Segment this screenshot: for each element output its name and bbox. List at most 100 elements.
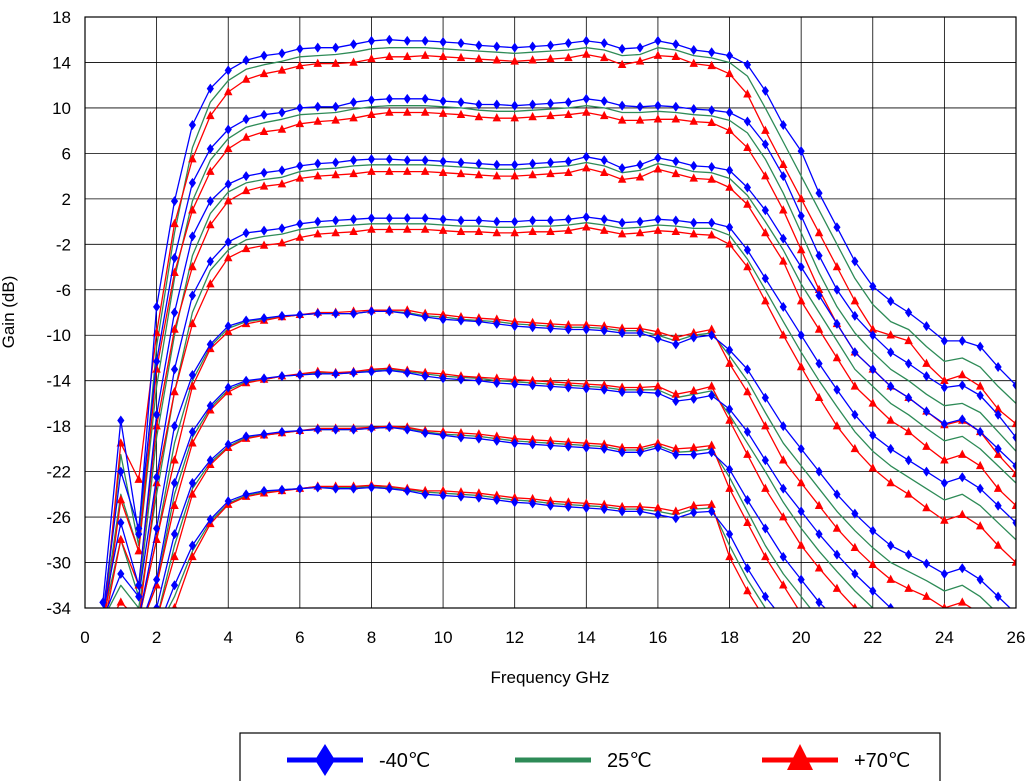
triangle-marker <box>385 107 394 116</box>
diamond-marker <box>564 441 573 452</box>
diamond-marker <box>206 339 214 350</box>
triangle-marker <box>725 239 734 248</box>
x-tick-label: 14 <box>577 628 596 647</box>
diamond-marker <box>475 316 483 327</box>
diamond-marker <box>511 497 519 508</box>
triangle-marker <box>438 225 448 234</box>
diamond-marker <box>332 368 340 379</box>
series-line <box>167 485 767 608</box>
series-markers <box>153 365 895 608</box>
diamond-marker <box>725 529 734 540</box>
triangle-marker <box>635 56 645 65</box>
series-line <box>140 309 973 608</box>
diamond-marker <box>170 421 179 432</box>
triangle-marker <box>904 583 913 592</box>
diamond-marker <box>457 38 465 49</box>
triangle-marker <box>528 226 537 236</box>
triangle-marker <box>904 335 913 345</box>
triangle-marker <box>241 132 251 141</box>
diamond-marker <box>528 498 537 509</box>
diamond-marker <box>314 308 322 319</box>
diamond-marker <box>725 404 734 415</box>
triangle-marker <box>689 500 698 509</box>
triangle-marker <box>223 87 233 96</box>
triangle-marker <box>223 252 233 262</box>
triangle-marker <box>438 368 448 378</box>
diamond-marker <box>582 93 590 104</box>
diamond-marker <box>99 609 106 619</box>
series-line <box>155 426 827 608</box>
triangle-marker <box>725 182 734 191</box>
triangle-marker <box>886 477 895 487</box>
triangle-marker <box>814 500 824 509</box>
series-line <box>106 216 1016 608</box>
diamond-marker <box>994 443 1002 454</box>
diamond-marker <box>367 423 376 434</box>
diamond-marker <box>654 442 662 453</box>
diamond-marker <box>511 379 519 390</box>
triangle-marker <box>743 387 752 396</box>
triangle-marker <box>814 324 824 333</box>
triangle-marker <box>456 52 466 62</box>
triangle-marker <box>635 172 645 181</box>
diamond-marker <box>797 330 805 341</box>
diamond-marker <box>600 96 608 107</box>
triangle-marker <box>474 429 484 438</box>
diamond-marker <box>385 365 393 376</box>
diamond-marker <box>779 301 787 312</box>
triangle-marker <box>492 431 502 440</box>
triangle-marker <box>958 509 967 519</box>
triangle-marker <box>438 108 448 117</box>
diamond-marker <box>332 483 340 494</box>
diamond-marker <box>511 321 519 332</box>
diamond-marker <box>332 157 340 168</box>
diamond-marker <box>672 449 680 460</box>
diamond-marker <box>958 380 966 391</box>
triangle-marker <box>152 421 161 430</box>
diamond-marker <box>761 455 769 466</box>
diamond-marker <box>153 574 161 585</box>
diamond-marker <box>958 414 966 425</box>
triangle-marker <box>975 521 985 530</box>
diamond-marker <box>224 65 232 76</box>
diamond-marker <box>636 327 644 338</box>
diamond-marker <box>528 158 537 169</box>
triangle-marker <box>474 488 484 497</box>
diamond-marker <box>743 244 752 255</box>
diamond-marker <box>618 43 626 54</box>
diamond-marker <box>600 38 608 49</box>
diamond-marker <box>564 97 573 108</box>
diamond-marker <box>224 179 232 190</box>
diamond-marker <box>797 574 805 585</box>
triangle-marker <box>599 52 609 62</box>
diamond-marker <box>188 540 197 551</box>
diamond-marker <box>833 614 840 624</box>
triangle-marker <box>599 225 609 234</box>
triangle-marker <box>528 434 537 444</box>
diamond-marker <box>493 495 501 506</box>
series-markers <box>153 306 1002 602</box>
diamond-marker <box>528 439 537 450</box>
diamond-marker <box>135 523 143 534</box>
diamond-marker <box>672 513 680 524</box>
x-tick-label: 6 <box>295 628 304 647</box>
diamond-marker <box>1012 432 1016 443</box>
y-tick-label: 14 <box>52 53 71 72</box>
diamond-marker <box>475 99 483 110</box>
triangle-marker <box>886 330 895 339</box>
diamond-marker <box>475 215 483 226</box>
diamond-marker <box>958 335 966 346</box>
diamond-marker <box>367 154 376 165</box>
series-line <box>104 161 1016 608</box>
diamond-marker <box>761 139 769 150</box>
triangle-marker <box>940 455 949 464</box>
diamond-marker <box>260 373 268 384</box>
diamond-marker <box>904 307 913 318</box>
triangle-marker <box>653 438 663 447</box>
diamond-marker <box>511 42 519 53</box>
diamond-marker <box>367 213 376 224</box>
diamond-marker <box>117 517 125 528</box>
triangle-marker <box>206 279 215 288</box>
diamond-marker <box>546 323 555 334</box>
